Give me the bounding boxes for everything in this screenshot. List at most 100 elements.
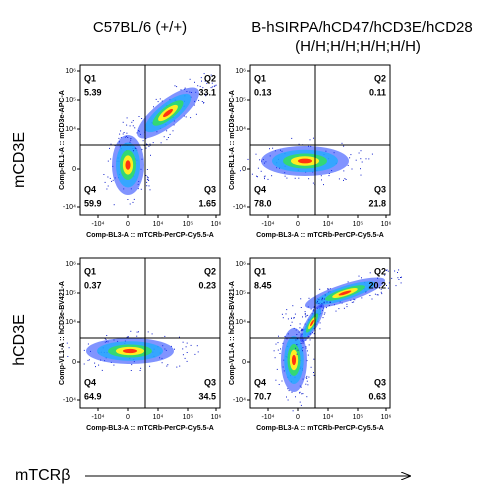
event-dot [134, 147, 136, 149]
event-dot [113, 364, 115, 366]
event-dot [130, 370, 132, 371]
event-dot [394, 270, 396, 272]
event-dot [343, 307, 345, 309]
event-dot [184, 357, 186, 359]
event-dot [122, 121, 124, 123]
event-dot [351, 168, 353, 170]
event-dot [308, 297, 310, 299]
event-dot [387, 270, 389, 272]
x-tick-label: 10⁴ [153, 414, 164, 421]
event-dot [361, 297, 363, 299]
event-dot [305, 346, 307, 348]
event-dot [319, 328, 321, 330]
event-dot [131, 364, 133, 366]
event-dot [291, 321, 293, 323]
event-dot [186, 360, 188, 362]
event-dot [290, 324, 292, 326]
event-dot [149, 189, 151, 191]
x-label: mTCRβ [15, 467, 70, 484]
event-dot [166, 130, 168, 132]
event-dot [306, 375, 308, 377]
event-dot [136, 335, 138, 337]
event-dot [302, 316, 303, 318]
event-dot [199, 85, 201, 87]
event-dot [323, 184, 324, 186]
event-dot [388, 282, 390, 284]
event-dot [264, 178, 265, 180]
x-tick-label: 10⁴ [153, 221, 164, 228]
event-dot [197, 351, 199, 353]
event-dot [307, 384, 309, 386]
event-dot [294, 313, 296, 315]
event-dot [385, 270, 387, 271]
event-dot [198, 99, 200, 101]
event-dot [67, 356, 69, 357]
event-dot [316, 302, 318, 304]
event-dot [277, 349, 279, 351]
event-dot [295, 339, 297, 341]
event-dot [329, 301, 331, 303]
event-dot [182, 354, 184, 356]
x-tick-label: -10⁴ [91, 221, 104, 228]
event-dot [304, 311, 306, 313]
event-dot [147, 177, 149, 178]
event-dot [118, 137, 120, 139]
quadrant-name: Q1 [84, 266, 96, 276]
event-dot [66, 342, 68, 344]
event-dot [397, 277, 399, 279]
quadrant-name: Q1 [84, 73, 96, 83]
event-dot [110, 158, 112, 160]
event-dot [176, 86, 178, 88]
event-dot [104, 338, 106, 340]
event-dot [323, 302, 325, 304]
quadrant-value: 20.2 [368, 280, 386, 290]
event-dot [132, 125, 134, 127]
event-dot [68, 347, 70, 349]
event-dot [145, 138, 147, 140]
y-tick-label: 0 [72, 166, 76, 173]
x-tick-label: 10⁶ [381, 221, 392, 228]
quadrant-value: 64.9 [84, 391, 102, 401]
event-dot [264, 175, 266, 177]
x-tick-label: 10⁶ [211, 221, 222, 228]
event-dot [300, 386, 302, 388]
event-dot [349, 157, 351, 159]
plot-frame [79, 257, 221, 409]
event-dot [127, 199, 129, 200]
event-dot [386, 285, 387, 286]
event-dot [302, 393, 304, 395]
event-dot [205, 95, 207, 97]
event-dot [123, 132, 125, 133]
event-dot [142, 140, 144, 142]
event-dot [300, 343, 302, 344]
event-dot [114, 145, 116, 147]
event-dot [166, 365, 168, 367]
event-dot [155, 98, 157, 100]
event-dot [285, 313, 287, 315]
event-dot [160, 142, 162, 144]
event-dot [324, 294, 326, 296]
event-dot [284, 336, 286, 337]
event-dot [161, 362, 163, 364]
event-dot [280, 348, 281, 350]
event-dot [213, 85, 215, 87]
event-dot [284, 175, 286, 177]
event-dot [292, 410, 294, 412]
density-cloud [122, 348, 138, 354]
quadrant-name: Q4 [254, 184, 266, 194]
event-dot [301, 329, 302, 331]
event-dot [197, 85, 199, 87]
event-dot [185, 346, 187, 348]
event-dot [286, 177, 288, 179]
y-tick-label: 10⁵ [235, 97, 246, 104]
event-dot [251, 173, 253, 175]
y-axis-label: Comp-RL1-A :: mCD3e-APC-A [59, 90, 66, 190]
event-dot [260, 170, 262, 172]
event-dot [214, 85, 216, 87]
event-dot [308, 376, 310, 378]
event-dot [325, 307, 327, 309]
event-dot [338, 178, 340, 180]
event-dot [137, 188, 139, 190]
quadrant-name: Q3 [374, 377, 386, 387]
event-dot [326, 301, 328, 303]
